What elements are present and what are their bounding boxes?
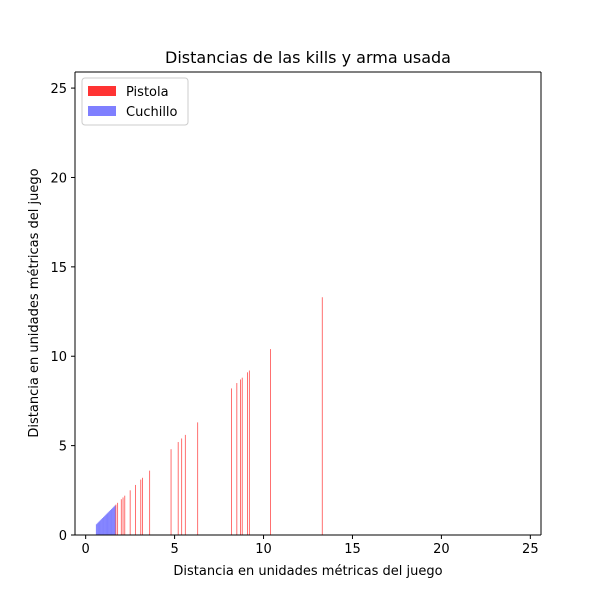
y-tick-label: 10 [50, 350, 67, 365]
bar-cuchillo [113, 506, 115, 535]
bar-pistola [241, 377, 243, 535]
bar-cuchillo [108, 511, 110, 535]
bar-pistola [177, 442, 179, 535]
bar-cuchillo [105, 514, 107, 535]
x-tick-label: 20 [433, 542, 450, 557]
bar-cuchillo [98, 521, 100, 535]
bar-cuchillo [103, 517, 104, 535]
bar-pistola [236, 383, 238, 535]
x-tick-label: 15 [344, 542, 361, 557]
bar-pistola [321, 297, 323, 535]
plot-background [75, 72, 541, 535]
bar-pistola [240, 379, 241, 535]
bar-pistola [120, 499, 122, 535]
bar-cuchillo [97, 522, 99, 535]
y-tick-label: 0 [59, 529, 67, 544]
legend-label-pistola: Pistola [126, 85, 169, 100]
bar-pistola [135, 484, 136, 535]
legend-swatch-cuchillo [88, 106, 116, 116]
bar-pistola [248, 370, 250, 535]
bars-group [95, 297, 323, 535]
bar-cuchillo [95, 524, 97, 535]
axis-ticks: 0 5 10 15 20 25 0 5 10 15 20 25 [50, 82, 538, 557]
x-axis-label: Distancia en unidades métricas del juego [173, 564, 442, 579]
bar-cuchillo [110, 509, 112, 535]
bar-pistola [124, 495, 126, 535]
bar-pistola [142, 477, 143, 535]
bar-cuchillo [104, 515, 106, 535]
bar-cuchillo [114, 505, 116, 535]
bar-pistola [270, 349, 271, 535]
bar-pistola [184, 434, 186, 535]
y-tick-label: 5 [59, 440, 67, 455]
bar-pistola [170, 449, 172, 535]
bar-pistola [181, 438, 183, 535]
bar-pistola [140, 479, 142, 535]
x-tick-label: 5 [170, 542, 178, 557]
bar-pistola [247, 372, 248, 535]
bar-cuchillo [106, 513, 108, 535]
bar-pistola [149, 470, 151, 535]
bar-pistola [231, 388, 232, 535]
bar-pistola [122, 497, 124, 535]
bar-pistola [115, 504, 117, 535]
bar-cuchillo [107, 512, 109, 535]
y-tick-label: 15 [50, 261, 67, 276]
chart-title: Distancias de las kills y arma usada [165, 48, 451, 67]
y-tick-label: 25 [50, 82, 67, 97]
bar-cuchillo [100, 519, 102, 535]
legend: Pistola Cuchillo [81, 77, 189, 126]
plot-frame [74, 71, 542, 536]
bar-pistola [197, 422, 199, 535]
bar-cuchillo [101, 518, 103, 535]
bar-pistola [129, 490, 131, 535]
bar-cuchillo [109, 510, 111, 535]
bar-cuchillo [111, 508, 113, 535]
bar-cuchillo [96, 523, 98, 535]
y-axis-label: Distancia en unidades métricas del juego [27, 168, 42, 437]
bar-pistola [117, 502, 119, 535]
bar-cuchillo [103, 516, 105, 535]
x-tick-label: 25 [522, 542, 539, 557]
bar-cuchillo [99, 520, 101, 535]
legend-swatch-pistola [88, 86, 116, 96]
bar-cuchillo [112, 507, 114, 535]
bar-cuchillo [111, 509, 112, 535]
legend-label-cuchillo: Cuchillo [126, 105, 178, 120]
bar-cuchillo [102, 518, 104, 535]
x-tick-label: 0 [82, 542, 90, 557]
x-tick-label: 10 [255, 542, 272, 557]
y-tick-label: 20 [50, 171, 67, 186]
